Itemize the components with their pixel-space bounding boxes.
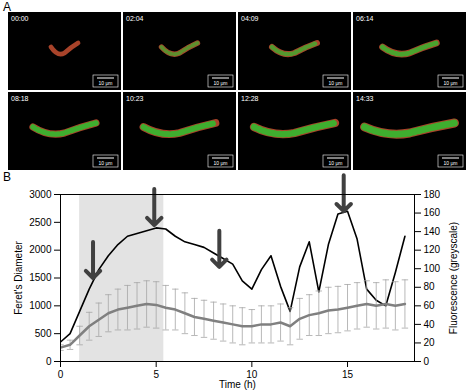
html-text:A: A [3, 0, 11, 14]
svg-text:10 μm: 10 μm [444, 80, 458, 86]
svg-text:10: 10 [246, 368, 258, 380]
svg-text:15: 15 [342, 369, 354, 380]
svg-text:1000: 1000 [29, 300, 52, 311]
svg-text:04:09: 04:09 [241, 15, 259, 22]
svg-text:Time (h): Time (h) [219, 379, 256, 390]
svg-text:0: 0 [58, 369, 64, 380]
svg-text:500: 500 [35, 328, 52, 339]
svg-text:0: 0 [424, 356, 430, 367]
svg-text:160: 160 [424, 207, 441, 218]
svg-text:40: 40 [424, 319, 436, 330]
svg-text:100: 100 [424, 263, 441, 274]
svg-text:10 μm: 10 μm [329, 160, 343, 166]
svg-text:10 μm: 10 μm [99, 160, 113, 166]
svg-text:2000: 2000 [29, 244, 52, 255]
svg-text:10:23: 10:23 [126, 95, 144, 102]
svg-text:180: 180 [424, 189, 441, 200]
svg-text:10 μm: 10 μm [444, 160, 458, 166]
svg-text:0: 0 [46, 356, 52, 367]
svg-text:00:00: 00:00 [11, 15, 29, 22]
svg-text:120: 120 [424, 244, 441, 255]
svg-text:02:04: 02:04 [126, 15, 144, 22]
svg-text:140: 140 [424, 226, 441, 237]
svg-text:3000: 3000 [29, 189, 52, 200]
svg-text:14:33: 14:33 [356, 95, 374, 102]
svg-text:60: 60 [424, 300, 436, 311]
svg-text:Feret's Diameter: Feret's Diameter [13, 241, 24, 315]
html-text:B: B [3, 170, 11, 184]
svg-text:20: 20 [424, 337, 436, 348]
svg-text:06:14: 06:14 [356, 15, 374, 22]
svg-text:10 μm: 10 μm [214, 160, 228, 166]
svg-text:10 μm: 10 μm [214, 80, 228, 86]
svg-text:10 μm: 10 μm [329, 80, 343, 86]
svg-text:12:28: 12:28 [241, 95, 259, 102]
svg-text:2500: 2500 [29, 217, 52, 228]
svg-text:Fluorescence (greyscale): Fluorescence (greyscale) [448, 222, 459, 334]
svg-text:10 μm: 10 μm [99, 80, 113, 86]
svg-text:80: 80 [424, 281, 436, 292]
svg-text:1500: 1500 [29, 272, 52, 283]
svg-text:5: 5 [153, 369, 159, 380]
svg-text:08:18: 08:18 [11, 95, 29, 102]
